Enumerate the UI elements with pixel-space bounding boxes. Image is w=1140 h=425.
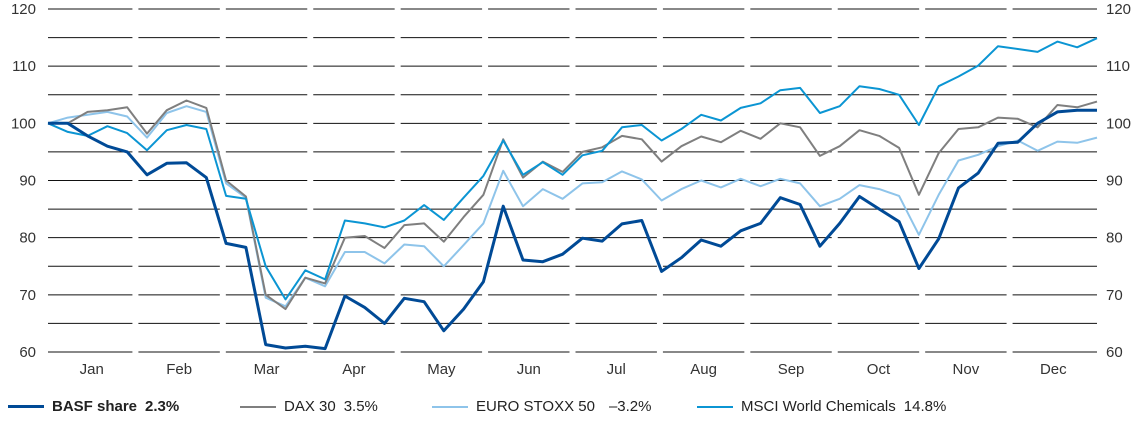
y-axis-left: 60 70 80 90 100 110 120 — [11, 1, 36, 361]
series-lines — [47, 37, 1098, 351]
legend: BASF share 2.3% DAX 30 3.5% EURO STOXX 5… — [0, 398, 1140, 422]
y-tick-label-right: 60 — [1106, 344, 1123, 361]
y-tick-label-right: 70 — [1106, 287, 1123, 304]
x-tick-label: Feb — [166, 361, 192, 378]
x-tick-label: Aug — [690, 361, 717, 378]
legend-label: MSCI World Chemicals — [741, 398, 896, 415]
legend-swatch — [432, 405, 468, 408]
legend-item-eurostoxx: EURO STOXX 50 –3.2% — [432, 398, 651, 415]
legend-change: 3.5% — [343, 398, 378, 415]
x-tick-label: Sep — [778, 361, 805, 378]
legend-item-basf: BASF share 2.3% — [8, 398, 179, 415]
legend-label: EURO STOXX 50 — [476, 398, 595, 415]
legend-change: –3.2% — [608, 398, 652, 415]
x-tick-label: Oct — [867, 361, 891, 378]
legend-label: BASF share — [52, 398, 138, 415]
x-tick-label: Jul — [607, 361, 626, 378]
x-tick-label: Mar — [254, 361, 280, 378]
y-tick-label-left: 100 — [11, 115, 36, 132]
x-axis: Jan Feb Mar Apr May Jun Jul Aug Sep Oct Nov Dec — [80, 361, 1068, 378]
y-tick-label-left: 90 — [19, 173, 36, 190]
legend-label: DAX 30 — [284, 398, 336, 415]
series-line-euro-stoxx-50 — [47, 105, 1098, 308]
y-tick-label-left: 120 — [11, 1, 36, 18]
x-tick-label: May — [427, 361, 456, 378]
legend-swatch — [8, 405, 44, 408]
y-tick-label-left: 110 — [12, 58, 36, 75]
y-tick-label-right: 110 — [1106, 58, 1130, 75]
gridlines — [48, 8, 1097, 353]
y-tick-label-right: 80 — [1106, 230, 1123, 247]
legend-item-dax: DAX 30 3.5% — [240, 398, 378, 415]
legend-change: 2.3% — [145, 398, 180, 415]
x-tick-label: Nov — [953, 361, 980, 378]
x-tick-label: Jan — [80, 361, 104, 378]
y-tick-label-left: 80 — [19, 230, 36, 247]
legend-swatch — [697, 405, 733, 408]
legend-item-msci: MSCI World Chemicals 14.8% — [697, 398, 946, 415]
line-chart: 60 70 80 90 100 110 120 60 70 80 90 100 110 120 Jan F… — [11, 1, 1131, 378]
y-tick-label-right: 90 — [1106, 173, 1123, 190]
y-tick-label-right: 100 — [1106, 115, 1131, 132]
legend-change: 14.8% — [903, 398, 947, 415]
x-tick-label: Dec — [1040, 361, 1067, 378]
legend-swatch — [240, 405, 276, 408]
y-axis-right: 60 70 80 90 100 110 120 — [1106, 1, 1131, 361]
series-line-basf-share — [48, 108, 1097, 351]
x-tick-label: Jun — [517, 361, 541, 378]
y-tick-label-left: 60 — [19, 344, 36, 361]
series-line-dax-30 — [48, 99, 1098, 311]
x-tick-label: Apr — [342, 361, 365, 378]
y-tick-label-right: 120 — [1106, 1, 1131, 18]
series-line-msci-world-chemicals — [47, 37, 1098, 301]
y-tick-label-left: 70 — [19, 287, 36, 304]
